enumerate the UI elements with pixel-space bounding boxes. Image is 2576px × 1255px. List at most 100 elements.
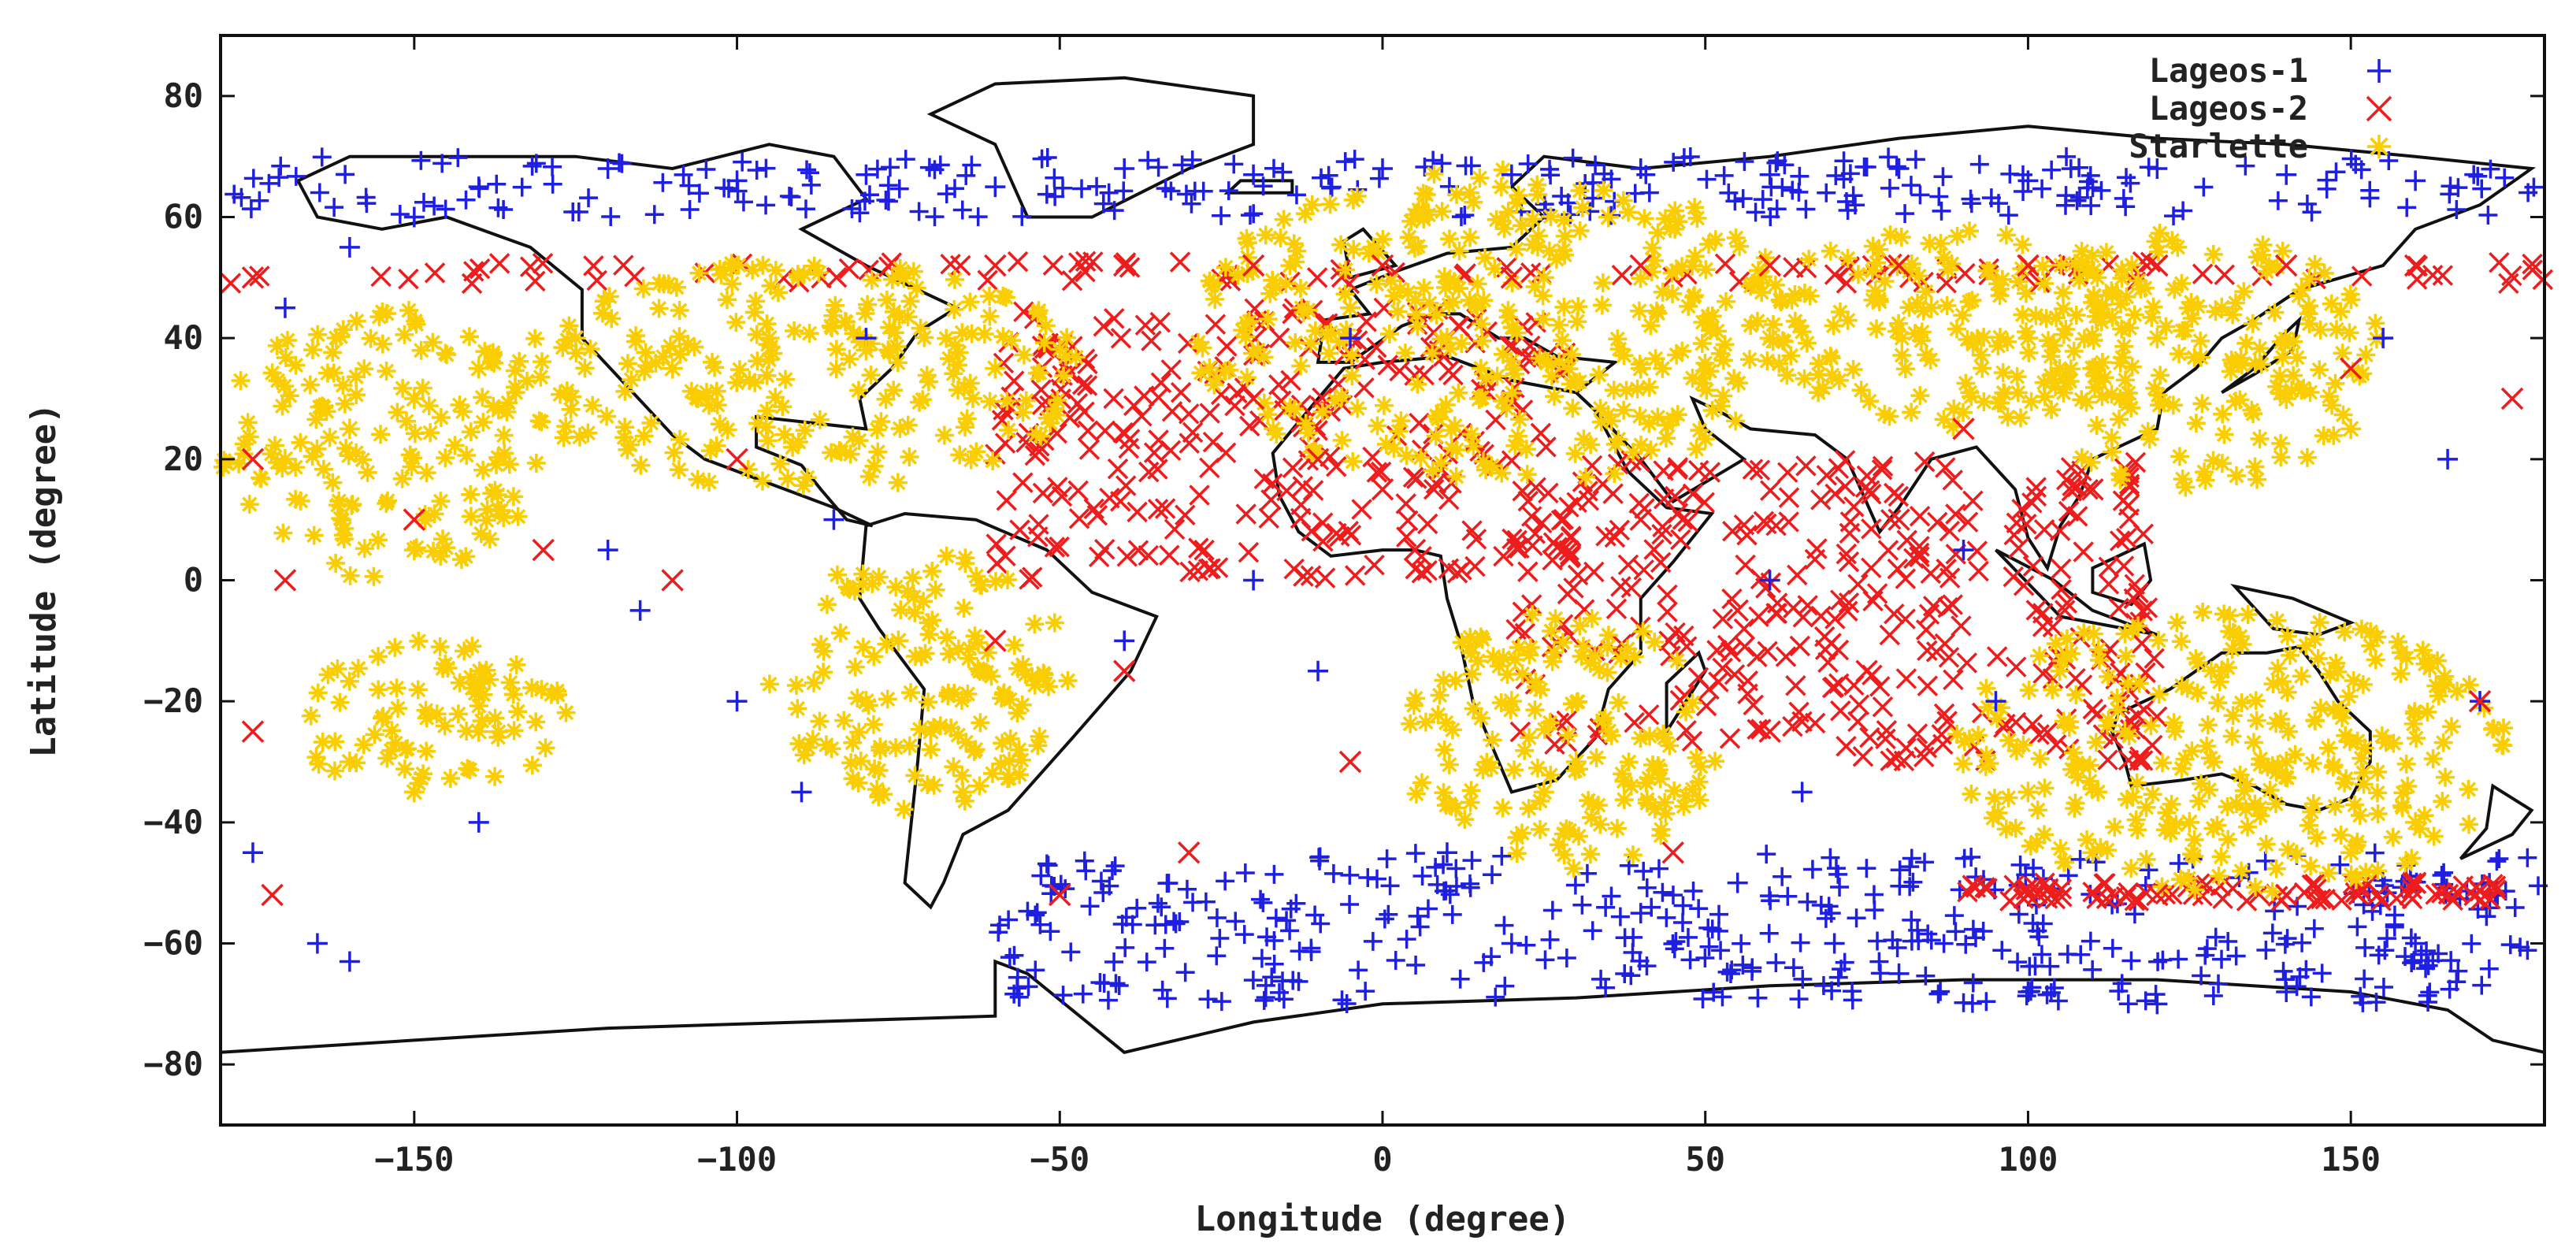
- cluster-point: [2016, 513, 2037, 535]
- cluster-point: [1639, 377, 1659, 397]
- cluster-point: [711, 265, 731, 284]
- cluster-point: [536, 738, 555, 758]
- cluster-point: [1966, 540, 1988, 562]
- cluster-point: [1617, 554, 1639, 576]
- cluster-point: [1106, 974, 1126, 993]
- cluster-point: [634, 426, 654, 446]
- cluster-point: [2112, 347, 2132, 367]
- cluster-point: [2250, 755, 2270, 774]
- cluster-point: [2420, 982, 2440, 1002]
- cluster-point: [2385, 915, 2404, 934]
- cluster-point: [1460, 183, 1479, 202]
- cluster-point: [2164, 713, 2184, 733]
- cluster-point: [1936, 711, 1958, 732]
- cluster-point: [2103, 442, 2122, 462]
- cluster-point: [2424, 826, 2444, 846]
- cluster-point: [966, 740, 985, 759]
- cluster-point: [2423, 749, 2443, 769]
- cluster-point: [2028, 800, 2047, 820]
- cluster-point: [214, 451, 234, 470]
- cluster-point: [1363, 931, 1383, 951]
- cluster-point: [2012, 259, 2032, 279]
- cluster-point: [888, 353, 908, 373]
- point-starlette-4: [565, 328, 586, 349]
- cluster-point: [2428, 651, 2448, 670]
- cluster-point: [2008, 537, 2029, 559]
- cluster-point: [1951, 615, 1972, 637]
- cluster-point: [2284, 332, 2303, 351]
- cluster-point: [678, 334, 698, 354]
- coastline-10: [1665, 650, 1707, 737]
- cluster-point: [424, 541, 444, 561]
- cluster-point: [2152, 877, 2172, 897]
- cluster-point: [1498, 307, 1518, 327]
- cluster-point: [1953, 306, 1973, 325]
- cluster-point: [1856, 465, 1878, 487]
- cluster-point: [974, 325, 994, 344]
- cluster-point: [761, 337, 781, 357]
- cluster-point: [2092, 180, 2111, 200]
- cluster-point: [424, 262, 446, 284]
- cluster-point: [944, 364, 963, 384]
- cluster-point: [1553, 633, 1572, 652]
- cluster-point: [952, 200, 972, 220]
- cluster-point: [1347, 187, 1367, 206]
- cluster-point: [1041, 922, 1060, 941]
- cluster-point: [268, 371, 288, 391]
- cluster-point: [1000, 729, 1020, 748]
- cluster-point: [2317, 179, 2337, 199]
- cluster-point: [1045, 399, 1064, 418]
- cluster-point: [1714, 165, 1734, 185]
- cluster-point: [1869, 289, 1889, 309]
- cluster-point: [1978, 697, 1998, 717]
- cluster-point: [437, 345, 457, 365]
- cluster-point: [1460, 291, 1479, 310]
- cluster-point: [1224, 154, 1244, 174]
- cluster-point: [1175, 504, 1196, 525]
- cluster-point: [1683, 693, 1702, 713]
- cluster-point: [793, 476, 813, 496]
- cluster-point: [436, 199, 455, 219]
- cluster-point: [1915, 852, 1935, 872]
- cluster-point: [2262, 923, 2282, 943]
- cluster-point: [974, 662, 993, 681]
- cluster-point: [1741, 315, 1761, 335]
- cluster-point: [1709, 904, 1729, 924]
- cluster-point: [1624, 647, 1644, 666]
- cluster-point: [1630, 951, 1650, 971]
- cluster-point: [455, 641, 474, 661]
- cluster-point: [1094, 420, 1115, 442]
- cluster-point: [2278, 840, 2298, 860]
- cluster-point: [1476, 369, 1496, 388]
- cluster-point: [2131, 280, 2151, 299]
- cluster-point: [816, 735, 836, 755]
- cluster-point: [2226, 466, 2246, 485]
- cluster-point: [1903, 872, 1923, 892]
- cluster-point: [1251, 889, 1271, 909]
- cluster-point: [2238, 817, 2258, 837]
- cluster-point: [1264, 864, 1284, 884]
- cluster-point: [1785, 284, 1805, 304]
- cluster-point: [2305, 254, 2325, 274]
- cluster-point: [696, 159, 716, 179]
- cluster-point: [421, 423, 440, 443]
- cluster-point: [2385, 888, 2407, 909]
- cluster-point: [1473, 760, 1493, 780]
- cluster-point: [469, 258, 491, 280]
- cluster-point: [2010, 408, 2030, 428]
- cluster-point: [2287, 845, 2307, 864]
- cluster-point: [435, 716, 455, 736]
- cluster-point: [2025, 485, 2047, 507]
- cluster-point: [1530, 819, 1550, 839]
- cluster-point: [780, 187, 800, 206]
- cluster-point: [1998, 407, 2017, 427]
- cluster-point: [1051, 874, 1071, 894]
- point-starlette-31: [2340, 418, 2362, 440]
- cluster-point: [1933, 167, 1953, 187]
- cluster-point: [940, 644, 960, 663]
- cluster-point: [1605, 598, 1628, 620]
- cluster-point: [1696, 260, 1716, 280]
- cluster-point: [2186, 414, 2206, 433]
- cluster-point: [602, 309, 622, 329]
- point-starlette-7: [856, 340, 877, 361]
